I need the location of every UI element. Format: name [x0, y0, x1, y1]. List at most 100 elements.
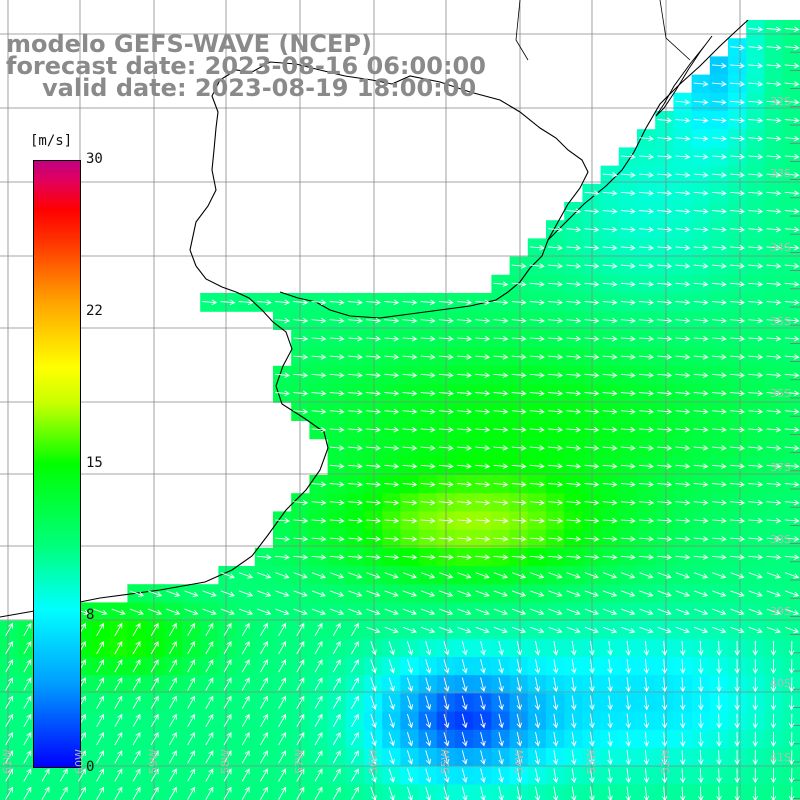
- wind-arrow: [114, 768, 123, 782]
- wind-arrow: [480, 786, 486, 800]
- wind-arrow: [730, 390, 746, 397]
- wind-arrow: [639, 354, 655, 360]
- lat-label-37s: 37S: [770, 461, 791, 474]
- field-cell: [600, 784, 620, 800]
- wind-arrow: [511, 626, 527, 634]
- wind-arrow: [530, 590, 545, 597]
- wind-arrow: [661, 750, 668, 766]
- wind-arrow: [296, 677, 305, 691]
- wind-arrow: [784, 572, 800, 579]
- wind-arrow: [784, 626, 800, 634]
- wind-arrow: [566, 463, 582, 469]
- wind-arrow: [548, 463, 564, 469]
- wind-arrow: [332, 677, 341, 691]
- wind-arrow: [511, 335, 527, 342]
- wind-arrow: [712, 572, 727, 579]
- wind-arrow: [693, 390, 709, 397]
- wind-arrow: [620, 445, 636, 451]
- wind-arrow: [329, 372, 345, 378]
- wind-arrow: [657, 572, 672, 579]
- wind-arrow: [461, 731, 468, 747]
- wind-arrow: [698, 677, 704, 693]
- wind-arrow: [784, 354, 800, 360]
- wind-arrow: [23, 713, 32, 728]
- wind-arrow: [293, 372, 309, 378]
- field-cell: [418, 784, 438, 800]
- wind-arrow: [698, 750, 704, 766]
- wind-arrow: [698, 731, 704, 747]
- wind-arrow: [752, 677, 759, 693]
- wind-arrow: [311, 536, 327, 542]
- wind-arrow: [388, 786, 395, 800]
- wind-arrow: [766, 99, 782, 105]
- wind-arrow: [639, 608, 654, 616]
- wind-arrow: [443, 768, 450, 783]
- wind-arrow: [5, 659, 14, 673]
- wind-arrow: [639, 153, 655, 160]
- wind-arrow: [296, 713, 305, 728]
- wind-arrow: [223, 695, 232, 709]
- wind-arrow: [278, 695, 287, 709]
- colorbar-tick-8: 8: [86, 607, 95, 623]
- wind-arrow: [366, 317, 382, 324]
- wind-arrow: [675, 281, 691, 287]
- wind-arrow: [584, 608, 599, 616]
- wind-arrow: [332, 713, 341, 728]
- wind-arrow: [475, 390, 491, 397]
- wind-arrow: [132, 713, 141, 728]
- wind-arrow: [475, 317, 491, 324]
- wind-arrow: [730, 426, 746, 433]
- wind-arrow: [784, 390, 800, 397]
- wind-arrow: [639, 481, 655, 488]
- wind-arrow: [205, 695, 214, 709]
- wind-arrow: [657, 445, 673, 451]
- wind-arrow: [548, 299, 564, 306]
- wind-arrow: [420, 372, 436, 378]
- wind-arrow: [639, 499, 655, 506]
- wind-arrow: [711, 408, 727, 415]
- colorbar: [33, 160, 81, 768]
- wind-arrow: [493, 372, 509, 378]
- wind-arrow: [548, 426, 564, 433]
- wind-arrow: [384, 299, 400, 306]
- wind-arrow: [566, 481, 582, 488]
- wind-arrow: [275, 299, 291, 306]
- wind-arrow: [602, 226, 618, 233]
- wind-arrow: [621, 608, 636, 616]
- wind-arrow: [620, 172, 636, 178]
- wind-arrow: [748, 408, 764, 415]
- lon-label-58w: 58W: [219, 749, 232, 774]
- wind-arrow: [293, 317, 309, 324]
- wind-arrow: [534, 677, 541, 693]
- wind-arrow: [351, 659, 359, 673]
- wind-arrow: [41, 768, 50, 782]
- wind-arrow: [425, 659, 432, 674]
- wind-arrow: [406, 713, 414, 729]
- wind-arrow: [384, 335, 400, 342]
- wind-arrow: [187, 640, 196, 655]
- wind-arrow: [661, 695, 668, 711]
- wind-arrow: [693, 317, 709, 324]
- lat-label-41s: 41S: [770, 751, 791, 764]
- wind-arrow: [498, 695, 504, 711]
- wind-arrow: [347, 354, 363, 360]
- wind-arrow: [384, 372, 400, 378]
- wind-arrow: [534, 659, 541, 674]
- wind-arrow: [23, 786, 32, 800]
- wind-arrow: [584, 572, 599, 579]
- wind-arrow: [438, 299, 454, 306]
- wind-arrow: [438, 390, 454, 397]
- wind-arrow: [766, 390, 782, 397]
- wind-arrow: [457, 317, 473, 324]
- wind-arrow: [584, 499, 600, 506]
- wind-arrow: [784, 554, 800, 560]
- wind-arrow: [438, 408, 454, 415]
- wind-arrow: [625, 768, 632, 784]
- wind-arrow: [766, 463, 782, 469]
- wind-arrow: [784, 190, 800, 196]
- wind-arrow: [498, 640, 504, 656]
- wind-arrow: [766, 335, 782, 342]
- wind-arrow: [384, 554, 400, 560]
- wind-arrow: [366, 372, 382, 378]
- wind-arrow: [275, 372, 291, 378]
